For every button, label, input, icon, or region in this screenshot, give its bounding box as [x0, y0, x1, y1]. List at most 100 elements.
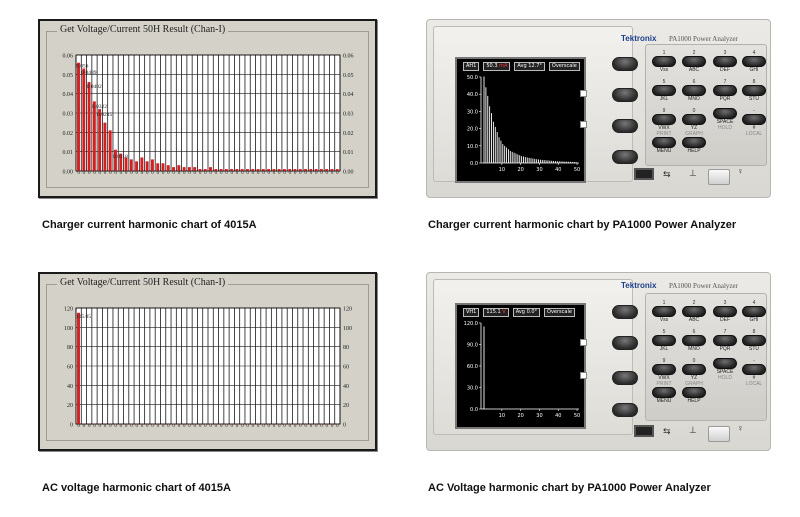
key-abc[interactable]: 2 ABC [679, 300, 709, 324]
key-cap[interactable] [682, 387, 706, 398]
bar-harmonic-2 [82, 68, 86, 171]
softkey-4[interactable] [612, 150, 638, 164]
y-tick-label-right: 0.04 [343, 92, 354, 98]
data-label: 0.0118 [113, 154, 128, 160]
pa1000-instrument-current: AH1 50.3 mA Avg 12.7° Overscale 0.0 10.0 2… [426, 19, 771, 198]
x-tick-label: 0 [125, 171, 128, 176]
softkey-3[interactable] [612, 119, 638, 133]
key-cap[interactable] [682, 364, 706, 375]
key-cap[interactable] [652, 114, 676, 125]
bar-harmonic-37 [267, 169, 271, 171]
key-help[interactable]: HELP [679, 137, 709, 161]
key-cap[interactable] [652, 85, 676, 96]
key-yz[interactable]: 0 YZ GRAPH [679, 108, 709, 137]
data-label: 0.0402 [87, 84, 102, 90]
y-tick-label: 30.0 [467, 109, 478, 115]
bar-harmonic-18 [166, 165, 170, 171]
softkey-1[interactable] [612, 57, 638, 71]
key-label: ABC [688, 317, 700, 323]
softkey-2[interactable] [612, 88, 638, 102]
chart-title: Get Voltage/Current 50H Result (Chan-I) [57, 24, 229, 35]
key-cap[interactable] [742, 306, 766, 317]
key-vwx[interactable]: 9 VWX PRINT [649, 108, 679, 137]
bar-harmonic-12 [135, 161, 139, 171]
key-pqr[interactable]: 7 PQR [710, 329, 740, 353]
key-cap[interactable] [713, 358, 737, 369]
key-space[interactable]: SPACE HOLD [710, 358, 740, 382]
y-tick-label: 60 [67, 365, 73, 371]
plot-border [75, 307, 341, 425]
key-abc[interactable]: 2 ABC [679, 50, 709, 74]
bar-harmonic-45 [309, 169, 313, 171]
power-button[interactable] [708, 426, 730, 442]
key-cap[interactable] [652, 335, 676, 346]
softkey-2[interactable] [612, 336, 638, 350]
key-menu[interactable]: MENU [649, 137, 679, 161]
key-cap[interactable] [742, 335, 766, 346]
x-tick-label: 0 [99, 171, 102, 176]
key-cap[interactable] [742, 56, 766, 67]
x-tick-label: 0 [236, 171, 239, 176]
key-pqr[interactable]: 7 PQR [710, 79, 740, 103]
softkey-marker [580, 372, 587, 379]
key-ghi[interactable]: 4 GHI [739, 50, 769, 74]
key-ghi[interactable]: 4 GHI [739, 300, 769, 324]
x-tick-label: 0 [172, 171, 175, 176]
key-cap[interactable] [682, 335, 706, 346]
key-cap[interactable] [682, 306, 706, 317]
key-cap[interactable] [652, 306, 676, 317]
key-#[interactable]: - # LOCAL [739, 358, 769, 387]
key-cap[interactable] [652, 364, 676, 375]
key-stu[interactable]: 8 STU [739, 79, 769, 103]
key-cap[interactable] [713, 306, 737, 317]
key-cap[interactable] [682, 56, 706, 67]
x-tick-label: 0 [336, 171, 339, 176]
key-cap[interactable] [713, 85, 737, 96]
key-def[interactable]: 3 DEF [710, 50, 740, 74]
x-tick-label: 0 [231, 424, 234, 429]
key-vwx[interactable]: 9 VWX PRINT [649, 358, 679, 387]
key-jkl[interactable]: 5 JKL [649, 79, 679, 103]
x-tick-label: 0 [104, 171, 107, 176]
key-mno[interactable]: 6 MNO [679, 329, 709, 353]
key-yz[interactable]: 0 YZ GRAPH [679, 358, 709, 387]
softkey-4[interactable] [612, 403, 638, 417]
key-cap[interactable] [742, 364, 766, 375]
key-cap[interactable] [652, 387, 676, 398]
key-cap[interactable] [742, 114, 766, 125]
key-#[interactable]: - # LOCAL [739, 108, 769, 137]
key-cap[interactable] [713, 108, 737, 119]
x-tick-label: 0 [151, 424, 154, 429]
key-cap[interactable] [652, 137, 676, 148]
bar-harmonic-31 [235, 169, 239, 171]
x-tick-label: 0 [109, 171, 112, 176]
softkey-1[interactable] [612, 305, 638, 319]
key-cap[interactable] [682, 114, 706, 125]
key-label: # [752, 125, 756, 131]
key-vss[interactable]: 1 Vss [649, 50, 679, 74]
key-cap[interactable] [682, 85, 706, 96]
key-space[interactable]: SPACE HOLD [710, 108, 740, 132]
key-def[interactable]: 3 DEF [710, 300, 740, 324]
x-tick-label: 0 [283, 424, 286, 429]
key-help[interactable]: HELP [679, 387, 709, 411]
bar-harmonic-42 [293, 169, 297, 171]
softkey-3[interactable] [612, 371, 638, 385]
key-jkl[interactable]: 5 JKL [649, 329, 679, 353]
key-mno[interactable]: 6 MNO [679, 79, 709, 103]
key-cap[interactable] [713, 56, 737, 67]
bar-harmonic-9 [119, 153, 123, 171]
power-button[interactable] [708, 169, 730, 185]
key-cap[interactable] [742, 85, 766, 96]
x-tick-label: 0 [278, 424, 281, 429]
x-tick-label: 0 [178, 424, 181, 429]
key-vss[interactable]: 1 Vss [649, 300, 679, 324]
key-cap[interactable] [652, 56, 676, 67]
key-cap[interactable] [713, 335, 737, 346]
bar-harmonic-23 [193, 167, 197, 171]
x-tick-label: 0 [262, 171, 265, 176]
key-cap[interactable] [682, 137, 706, 148]
key-stu[interactable]: 8 STU [739, 329, 769, 353]
key-menu[interactable]: MENU [649, 387, 679, 411]
y-tick-label-right: 40 [343, 384, 349, 390]
